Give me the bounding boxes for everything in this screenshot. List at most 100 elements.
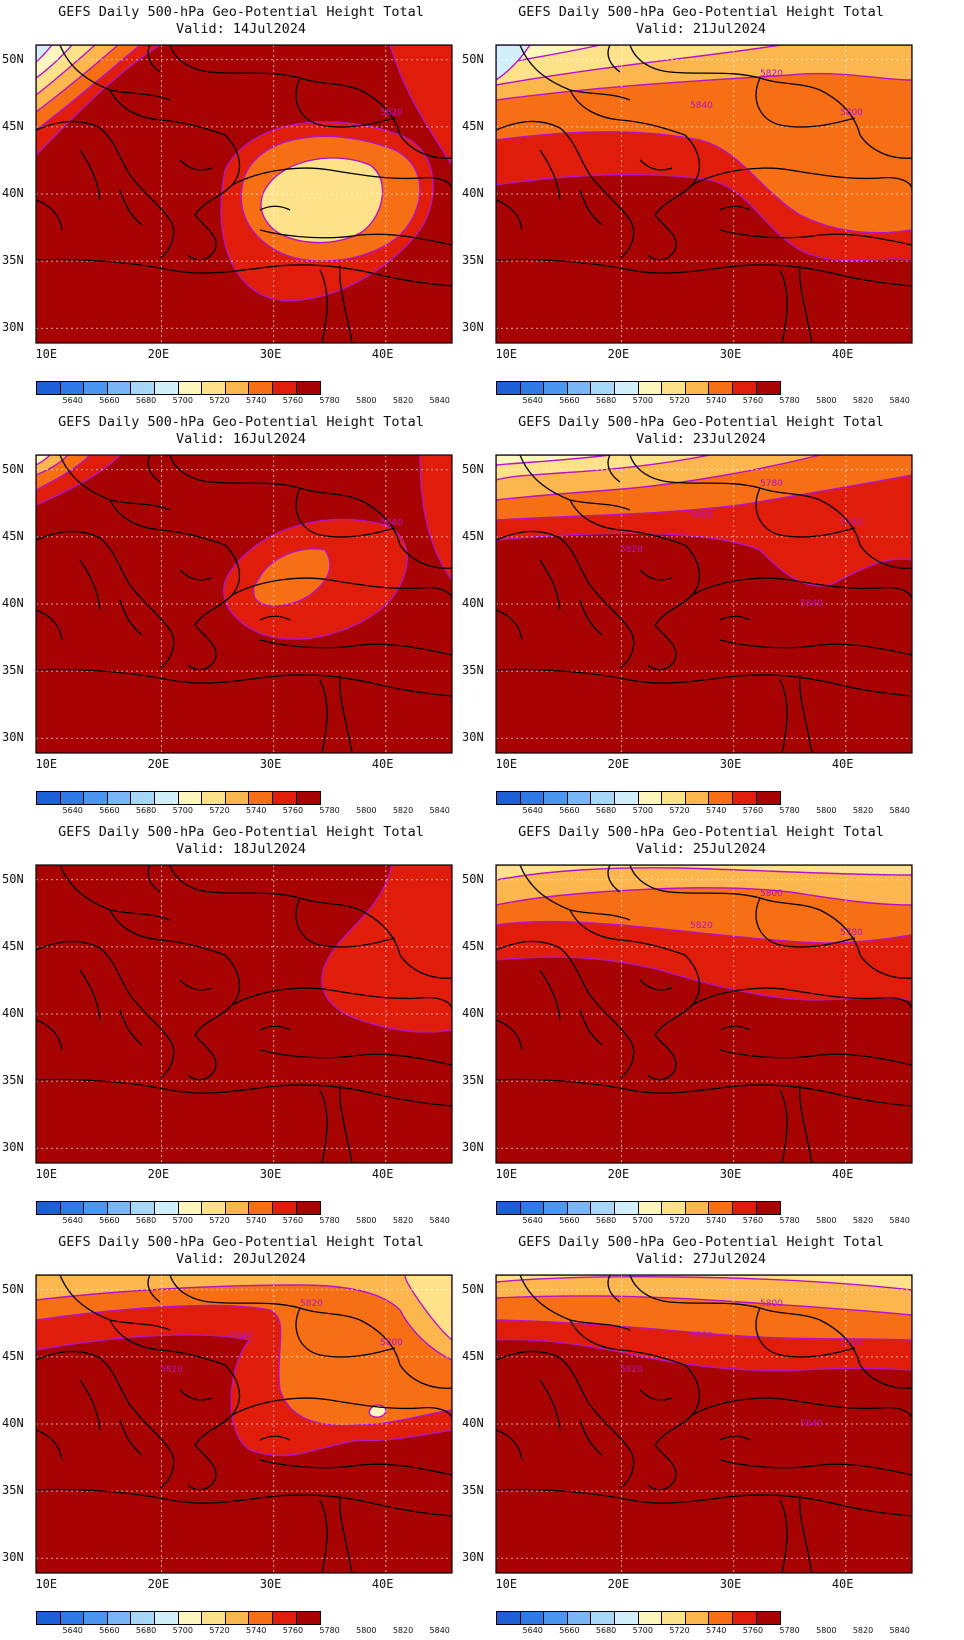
colorbar-label: 5760 [742,1626,764,1635]
country-border [539,1379,561,1431]
colorbar-label: 5740 [246,1216,267,1225]
country-border [109,499,226,546]
contour-label: 5820 [160,1365,183,1375]
country-border [359,89,401,136]
contour-label: 5780 [840,928,863,938]
colorbar-label: 5800 [816,1216,837,1225]
latitude-tick-label: 35N [462,663,484,678]
colorbar-swatch [107,792,132,804]
country-border [719,229,912,246]
country-border [647,1444,677,1491]
colorbar-label: 5660 [99,1216,120,1225]
colorbar-swatch [154,792,179,804]
map-panel: GEFS Daily 500-hPa Geo-Potential Height … [0,1230,482,1640]
colorbar-swatch [249,792,273,804]
colorbar-swatch [685,1612,710,1624]
colorbar-label: 5780 [319,1216,340,1225]
height-contour-band [321,865,452,1033]
contour-label: 5800 [760,1299,783,1309]
latitude-tick-label: 50N [462,461,484,476]
colorbar [496,1201,782,1215]
country-border [339,674,353,753]
colorbar-labels: 5640 5660 5680 5700 5720 5740 5760 5780 5800 5820… [496,1626,936,1638]
longitude-tick-label: 20E [147,757,170,771]
colorbar-label: 5740 [246,396,267,405]
latitude-tick-label: 40N [462,186,484,200]
country-border [339,1084,353,1163]
colorbar-swatch [107,382,132,394]
height-contour-band [36,45,53,63]
colorbar-label: 5720 [209,806,230,815]
country-border [569,89,686,136]
colorbar-swatch [709,1612,733,1624]
colorbar-label: 5840 [889,806,910,815]
map-frame [35,1274,453,1574]
contour-label: 5800 [690,1331,713,1341]
colorbar-labels: 5640 5660 5680 5700 5720 5740 5760 5780 5800 5820… [496,1216,936,1228]
latitude-tick-label: 50N [2,871,24,886]
country-border [36,530,175,669]
colorbar-swatch [638,792,663,804]
colorbar-label: 5760 [282,1626,304,1635]
colorbar-swatch [756,1612,781,1624]
country-border [496,609,523,641]
colorbar-swatch [591,1202,615,1214]
latitude-tick-label: 40N [462,596,484,610]
colorbar-swatch [756,382,781,394]
longitude-tick-label: 20E [607,1167,630,1181]
colorbar-labels: 5640 5660 5680 5700 5720 5740 5760 5780 5800 5820… [36,1626,476,1638]
longitude-tick-label: 10E [495,1167,518,1181]
country-border [36,609,63,641]
colorbar-swatch [272,792,297,804]
geopotential-height-map: 5800 5820 5840 [495,44,913,344]
country-border [629,865,821,911]
country-border [799,674,813,753]
colorbar-swatch [202,1202,226,1214]
latitude-tick-label: 50N [462,51,484,66]
map-frame [35,44,453,344]
country-border [399,544,452,569]
geopotential-height-map: 5760 5780 5800 5820 5840 [495,454,913,754]
map-frame [35,864,453,1164]
country-border [119,1009,143,1046]
longitude-tick-label: 30E [719,1577,742,1591]
country-border [519,1275,631,1331]
country-border [319,1499,328,1573]
colorbar-swatch [154,1202,179,1214]
latitude-tick-label: 45N [2,938,24,953]
colorbar-label: 5680 [595,1626,617,1635]
country-border [295,1307,396,1358]
colorbar-swatch [249,1612,273,1624]
country-border [755,897,856,948]
colorbar-label: 5800 [356,806,377,815]
latitude-tick-label: 50N [462,1281,484,1296]
panel-valid-date: Valid: 27Jul2024 [635,1251,767,1267]
contour-label: 5840 [690,101,713,111]
country-border [147,455,161,483]
latitude-tick-label: 35N [462,253,484,268]
colorbar-label: 5660 [99,806,120,815]
latitude-tick-label: 35N [2,1073,24,1088]
colorbar-swatch [520,1612,545,1624]
longitude-tick-label: 40E [831,1577,854,1591]
colorbar [36,1201,322,1215]
colorbar-swatch [614,1612,639,1624]
colorbar-label: 5820 [392,1626,414,1635]
latitude-tick-label: 50N [2,51,24,66]
country-border [36,258,452,287]
colorbar-swatch [202,382,226,394]
colorbar [36,1611,322,1625]
colorbar-labels: 5640 5660 5680 5700 5720 5740 5760 5780 5800 5820… [496,806,936,818]
contour-label: 5820 [690,921,713,931]
colorbar-label: 5840 [429,396,450,405]
panel-valid-date: Valid: 20Jul2024 [175,1251,307,1267]
colorbar-label: 5700 [172,1216,193,1225]
country-border [36,1078,452,1107]
colorbar-swatch [662,792,686,804]
country-border [647,1034,677,1081]
latitude-tick-label: 35N [462,1073,484,1088]
contour-label: 5800 [690,511,713,521]
country-border [79,969,101,1021]
map-panel: GEFS Daily 500-hPa Geo-Potential Height … [460,820,942,1230]
country-border [169,1275,361,1321]
